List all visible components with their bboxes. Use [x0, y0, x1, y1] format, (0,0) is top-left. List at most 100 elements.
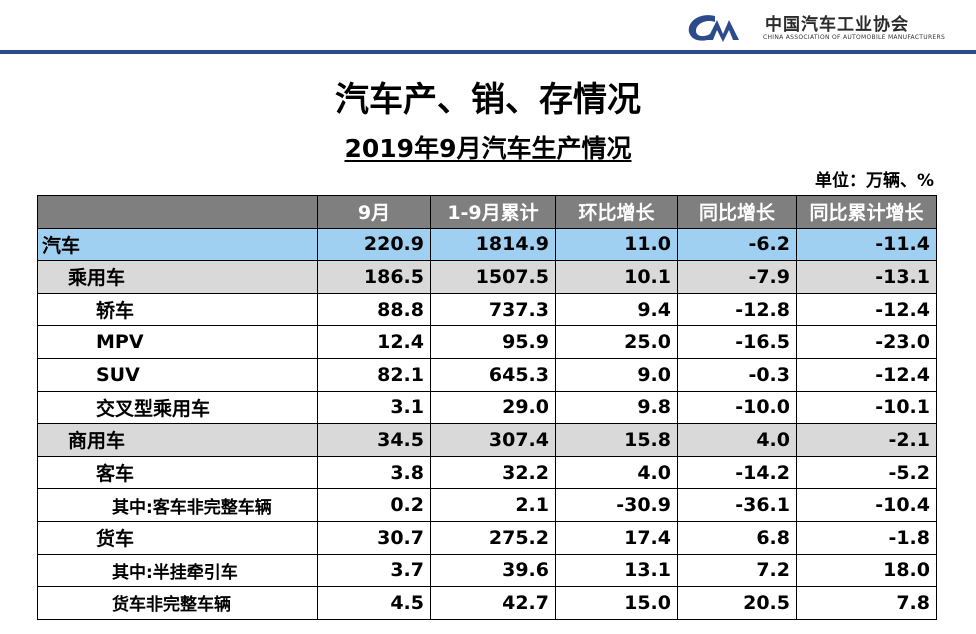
- table-cell: 32.2: [430, 455, 556, 490]
- table-row: 其中:客车非完整车辆 0.2 2.1 -30.9 -36.1 -10.4: [37, 488, 937, 522]
- table-cell: 42.7: [430, 586, 556, 620]
- page-title: 汽车产、销、存情况: [335, 80, 641, 120]
- table-row: 其中:半挂牵引车 3.7 39.6 13.1 7.2 18.0: [37, 553, 937, 588]
- table-cell: 11.0: [555, 227, 678, 262]
- table-cell: 88.8: [317, 292, 431, 327]
- row-label: SUV: [37, 357, 318, 392]
- table-cell: 0.2: [317, 488, 431, 522]
- table-cell: -30.9: [555, 488, 678, 522]
- row-label: 交叉型乘用车: [37, 390, 318, 425]
- table-cell: 34.5: [317, 423, 431, 457]
- column-header: 环比增长: [555, 195, 678, 229]
- row-label: 货车非完整车辆: [37, 586, 318, 620]
- table-cell: -5.2: [796, 455, 937, 490]
- table-cell: 3.7: [317, 553, 431, 588]
- table-cell: -13.1: [796, 260, 937, 294]
- table-row: 乘用车 186.5 1507.5 10.1 -7.9 -13.1: [37, 260, 937, 294]
- table-cell: -12.4: [796, 357, 937, 392]
- row-label: 轿车: [37, 292, 318, 327]
- column-header: 同比增长: [677, 195, 797, 229]
- table-cell: 275.2: [430, 520, 556, 555]
- production-table: 9月 1-9月累计 环比增长 同比增长 同比累计增长 汽车 220.9 1814.9…: [37, 195, 937, 620]
- table-cell: 25.0: [555, 325, 678, 359]
- page-header: 中国汽车工业协会 CHINA ASSOCIATION OF AUTOMOBILE…: [0, 0, 976, 56]
- table-cell: 15.8: [555, 423, 678, 457]
- table-cell: 645.3: [430, 357, 556, 392]
- table-cell: 1814.9: [430, 227, 556, 262]
- table-cell: 95.9: [430, 325, 556, 359]
- table-cell: 17.4: [555, 520, 678, 555]
- table-cell: 3.1: [317, 390, 431, 425]
- column-header: 同比累计增长: [796, 195, 937, 229]
- table-row: 货车 30.7 275.2 17.4 6.8 -1.8: [37, 520, 937, 555]
- table-cell: 7.2: [677, 553, 797, 588]
- table-row: 商用车 34.5 307.4 15.8 4.0 -2.1: [37, 423, 937, 457]
- table-row: 汽车 220.9 1814.9 11.0 -6.2 -11.4: [37, 227, 937, 262]
- column-header: 9月: [317, 195, 431, 229]
- table-cell: 3.8: [317, 455, 431, 490]
- table-cell: -12.4: [796, 292, 937, 327]
- table-cell: -1.8: [796, 520, 937, 555]
- table-cell: 20.5: [677, 586, 797, 620]
- row-label: 其中:半挂牵引车: [37, 553, 318, 588]
- table-cell: 18.0: [796, 553, 937, 588]
- column-header: [37, 195, 318, 229]
- column-header: 1-9月累计: [430, 195, 556, 229]
- table-cell: -11.4: [796, 227, 937, 262]
- table-cell: 2.1: [430, 488, 556, 522]
- table-cell: -12.8: [677, 292, 797, 327]
- table-cell: 6.8: [677, 520, 797, 555]
- table-cell: 9.4: [555, 292, 678, 327]
- table-row: 交叉型乘用车 3.1 29.0 9.8 -10.0 -10.1: [37, 390, 937, 425]
- table-cell: 15.0: [555, 586, 678, 620]
- table-cell: -14.2: [677, 455, 797, 490]
- header-divider: [0, 50, 976, 54]
- row-label: 客车: [37, 455, 318, 490]
- table-cell: 12.4: [317, 325, 431, 359]
- page-subtitle: 2019年9月汽车生产情况: [0, 129, 976, 165]
- org-name-cn: 中国汽车工业协会: [765, 15, 909, 35]
- table-cell: 1507.5: [430, 260, 556, 294]
- row-label: 货车: [37, 520, 318, 555]
- table-cell: -16.5: [677, 325, 797, 359]
- table-cell: -6.2: [677, 227, 797, 262]
- table-cell: -23.0: [796, 325, 937, 359]
- table-row: MPV 12.4 95.9 25.0 -16.5 -23.0: [37, 325, 937, 359]
- table-cell: -0.3: [677, 357, 797, 392]
- caam-logo-icon: [688, 15, 739, 42]
- row-label: MPV: [37, 325, 318, 359]
- table-cell: -36.1: [677, 488, 797, 522]
- table-cell: 39.6: [430, 553, 556, 588]
- subtitle-text: 2019年9月汽车生产情况: [344, 134, 632, 163]
- row-label: 其中:客车非完整车辆: [37, 488, 318, 522]
- table-cell: -10.1: [796, 390, 937, 425]
- table-cell: 7.8: [796, 586, 937, 620]
- unit-label: 单位：万辆、%: [814, 171, 934, 191]
- org-name-en: CHINA ASSOCIATION OF AUTOMOBILE MANUFACT…: [763, 34, 946, 41]
- row-label: 商用车: [37, 423, 318, 457]
- table-cell: 9.8: [555, 390, 678, 425]
- table-cell: 737.3: [430, 292, 556, 327]
- table-cell: 13.1: [555, 553, 678, 588]
- table-cell: -7.9: [677, 260, 797, 294]
- row-label: 乘用车: [37, 260, 318, 294]
- table-row: 轿车 88.8 737.3 9.4 -12.8 -12.4: [37, 292, 937, 327]
- table-cell: 4.5: [317, 586, 431, 620]
- table-cell: 10.1: [555, 260, 678, 294]
- table-cell: 30.7: [317, 520, 431, 555]
- table-cell: 186.5: [317, 260, 431, 294]
- table-cell: 9.0: [555, 357, 678, 392]
- table-cell: 307.4: [430, 423, 556, 457]
- table-row: 货车非完整车辆 4.5 42.7 15.0 20.5 7.8: [37, 586, 937, 620]
- row-label: 汽车: [37, 227, 318, 262]
- table-cell: 29.0: [430, 390, 556, 425]
- table-cell: 4.0: [677, 423, 797, 457]
- table-cell: -10.0: [677, 390, 797, 425]
- table-cell: 4.0: [555, 455, 678, 490]
- table-cell: -2.1: [796, 423, 937, 457]
- table-header-row: 9月 1-9月累计 环比增长 同比增长 同比累计增长: [37, 195, 937, 229]
- table-row: SUV 82.1 645.3 9.0 -0.3 -12.4: [37, 357, 937, 392]
- table-cell: -10.4: [796, 488, 937, 522]
- table-cell: 220.9: [317, 227, 431, 262]
- table-row: 客车 3.8 32.2 4.0 -14.2 -5.2: [37, 455, 937, 490]
